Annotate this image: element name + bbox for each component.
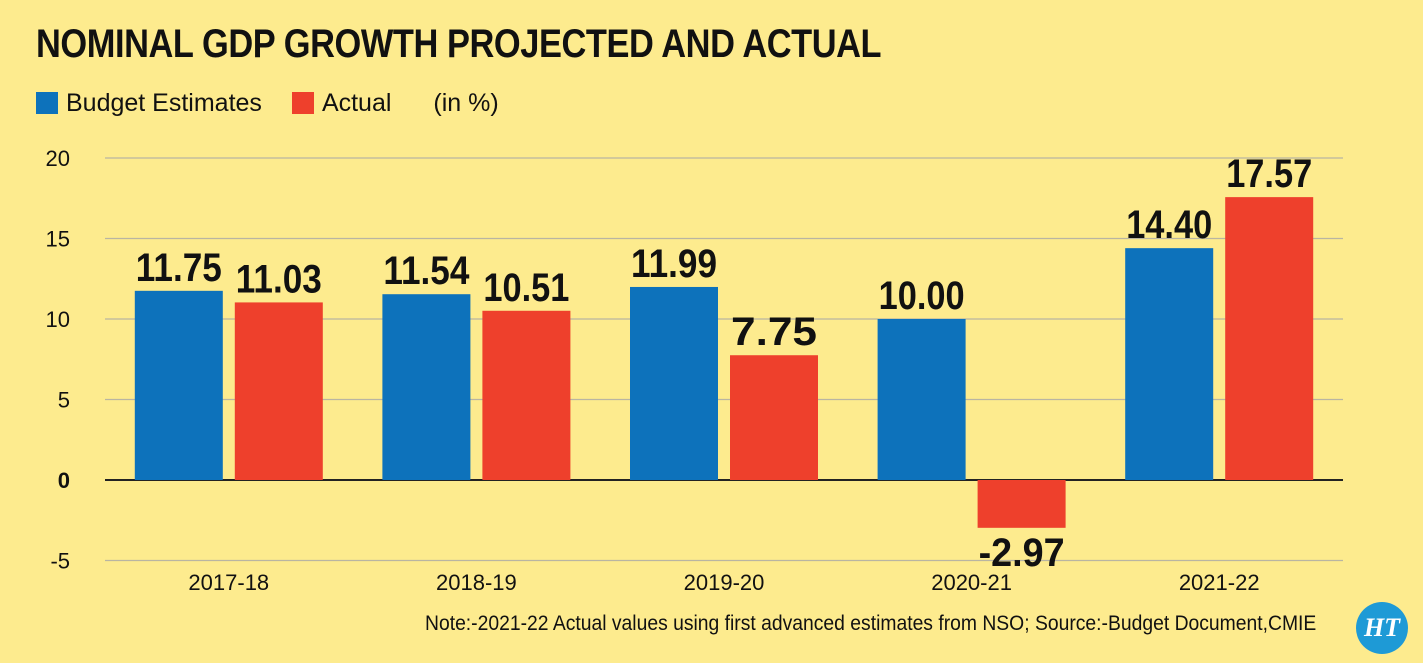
y-tick-label: 0: [58, 468, 70, 493]
bar-actual: [482, 310, 571, 480]
data-label-budget: 10.00: [879, 274, 965, 318]
bar-budget: [382, 294, 471, 480]
unit-label: (in %): [433, 88, 499, 117]
data-label-actual: 7.75: [731, 310, 817, 354]
x-tick-label: 2018-19: [436, 570, 517, 595]
bar-budget: [134, 290, 223, 480]
bar-budget: [630, 286, 718, 480]
x-tick-label: 2017-18: [188, 570, 269, 595]
data-label-actual: 11.03: [236, 257, 322, 301]
data-label-budget: 11.75: [136, 246, 222, 290]
y-tick-label: 5: [58, 388, 70, 413]
chart-title: NOMINAL GDP GROWTH PROJECTED AND ACTUAL: [36, 22, 882, 66]
legend: Budget Estimates Actual (in %): [36, 88, 499, 118]
ht-logo: HT: [1356, 602, 1408, 654]
bar-actual: [977, 480, 1066, 528]
data-label-actual: -2.97: [979, 531, 1065, 575]
data-label-actual: 17.57: [1226, 152, 1312, 196]
y-tick-label: 10: [46, 307, 70, 332]
x-tick-label: 2021-22: [1179, 570, 1260, 595]
data-label-actual: 10.51: [483, 266, 569, 310]
bar-actual: [234, 302, 323, 480]
source-note: Note:-2021-22 Actual values using first …: [425, 612, 1317, 635]
bar-actual: [730, 355, 818, 480]
x-tick-label: 2020-21: [931, 570, 1012, 595]
bar-budget: [1125, 248, 1214, 480]
data-label-budget: 11.99: [631, 242, 717, 286]
y-tick-label: -5: [50, 549, 70, 574]
legend-swatch-budget: [36, 92, 58, 114]
x-tick-label: 2019-20: [684, 570, 765, 595]
bar-actual: [1225, 197, 1314, 481]
legend-label-budget: Budget Estimates: [66, 88, 262, 117]
bar-budget: [877, 319, 966, 480]
legend-item-budget: Budget Estimates: [36, 89, 262, 118]
data-label-budget: 11.54: [383, 249, 470, 293]
legend-item-actual: Actual: [291, 88, 392, 118]
y-tick-label: 15: [46, 227, 70, 252]
legend-label-actual: Actual: [321, 88, 392, 117]
legend-swatch-actual: [291, 92, 314, 114]
y-tick-label: 20: [46, 146, 70, 171]
data-label-budget: 14.40: [1126, 203, 1212, 247]
